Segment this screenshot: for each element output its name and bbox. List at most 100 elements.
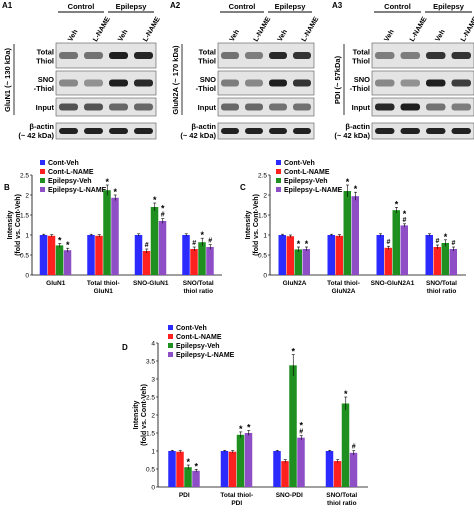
x-tick-label: SNO/Total	[426, 280, 457, 287]
y-tick-label: 1	[25, 233, 29, 240]
y-axis-label: (fold vs. Cont-Veh)	[15, 194, 22, 256]
group-label-control: Control	[68, 2, 95, 11]
significance-star: *	[239, 424, 243, 434]
bar	[325, 451, 334, 487]
blot-band	[84, 103, 103, 111]
panel-label: A1	[2, 1, 13, 10]
actin-band	[269, 128, 287, 134]
legend-entry: Cont-L-NAME	[284, 169, 330, 176]
y-axis-label: (fold vs. Cont-Veh)	[253, 194, 260, 256]
row-label: Total	[199, 48, 216, 57]
y-tick-label: 0	[151, 485, 155, 492]
bar	[142, 251, 151, 275]
bar	[302, 249, 310, 275]
blot-band	[375, 103, 395, 111]
actin-label-kda: (~ 42 kDa)	[18, 131, 54, 140]
bar	[384, 247, 392, 275]
significance-star: *	[153, 195, 157, 205]
legend-swatch	[40, 169, 45, 174]
actin-band	[84, 128, 103, 134]
blot-band	[109, 79, 128, 87]
y-tick-label: 0.5	[258, 253, 267, 260]
bar	[425, 235, 433, 275]
row-label: Total	[353, 48, 370, 57]
actin-strip	[55, 122, 157, 140]
lane-label: L-NAME	[409, 16, 429, 43]
legend-swatch	[40, 187, 45, 192]
x-tick-label: SNO-PDI	[276, 492, 303, 499]
blot-band	[59, 103, 78, 111]
x-tick-label: Total thiol-	[87, 280, 120, 287]
significance-hash: #	[192, 240, 196, 247]
x-tick-label: SNO/Total	[326, 492, 357, 499]
legend-entry: Cont-Veh	[48, 160, 79, 167]
y-axis-label: Intensity	[133, 401, 140, 430]
significance-star: *	[299, 421, 303, 431]
bar	[273, 451, 281, 487]
actin-band	[221, 128, 239, 134]
y-tick-label: 2	[151, 413, 155, 420]
significance-star: *	[297, 239, 301, 249]
group-label-epilepsy: Epilepsy	[433, 2, 465, 11]
lane-label: Veh	[229, 29, 241, 43]
significance-hash: #	[403, 217, 407, 224]
bar	[134, 235, 143, 275]
y-tick-label: 3	[151, 377, 155, 384]
actin-label: β-actin	[345, 122, 370, 131]
chart-D: D 0 0.5 1 1.5 2 2.5 3 3.5 4 Intensity (fold vs. Con…	[122, 325, 368, 507]
bar	[327, 235, 335, 275]
significance-hash: #	[452, 240, 456, 247]
legend-swatch	[40, 178, 45, 183]
bar	[376, 235, 384, 275]
blot-band	[245, 79, 263, 87]
actin-strip	[217, 122, 315, 140]
row-label: SNO	[200, 75, 216, 84]
actin-band	[451, 128, 471, 134]
y-tick-label: 1.5	[146, 431, 155, 438]
bar	[176, 451, 184, 487]
group-label-epilepsy: Epilepsy	[275, 2, 307, 11]
bar	[168, 451, 176, 487]
chart-C: C 0 0.5 1 1.5 2 2.5 Intensity (fold vs. Cont-Veh…	[240, 160, 466, 295]
blot-band	[293, 52, 311, 59]
row-label: Input	[198, 103, 217, 112]
y-axis-label: Intensity	[245, 211, 252, 240]
bar	[192, 470, 200, 487]
actin-band	[293, 128, 311, 134]
protein-label: GluN2A (~ 170 kDa)	[171, 45, 180, 115]
significance-star: *	[305, 239, 309, 249]
bar	[103, 190, 111, 275]
y-tick-label: 1	[263, 233, 267, 240]
actin-band	[59, 128, 78, 134]
legend-swatch	[276, 160, 281, 165]
y-axis-label: (fold vs. Cont-Veh)	[141, 384, 148, 446]
row-label: -Thiol	[196, 84, 216, 93]
bar	[400, 225, 408, 275]
significance-star: *	[344, 389, 348, 399]
lane-label: Veh	[434, 29, 446, 43]
blot-band	[59, 79, 78, 87]
significance-star: *	[194, 461, 198, 471]
y-axis-label: Intensity	[7, 211, 14, 240]
actin-label: β-actin	[191, 122, 216, 131]
significance-hash: #	[352, 444, 356, 451]
y-tick-label: 2.5	[20, 173, 29, 180]
significance-star: *	[444, 232, 448, 242]
lane-label: L-NAME	[253, 16, 273, 43]
actin-strip	[371, 122, 474, 140]
significance-hash: #	[436, 238, 440, 245]
significance-star: *	[58, 235, 62, 245]
legend-entry: Epilepsy-Veh	[176, 343, 220, 350]
panel-label: A3	[332, 1, 343, 10]
legend-entry: Cont-Veh	[176, 325, 207, 332]
blot-band	[84, 52, 103, 59]
blot-band	[134, 103, 153, 111]
bar	[158, 221, 167, 275]
legend-entry: Epilepsy-L-NAME	[176, 352, 235, 359]
blot-strip	[55, 97, 157, 117]
legend-swatch	[168, 334, 173, 339]
blot-band	[134, 79, 153, 87]
blot-band	[109, 52, 128, 59]
blot-band	[269, 103, 287, 111]
blot-band	[245, 103, 263, 111]
